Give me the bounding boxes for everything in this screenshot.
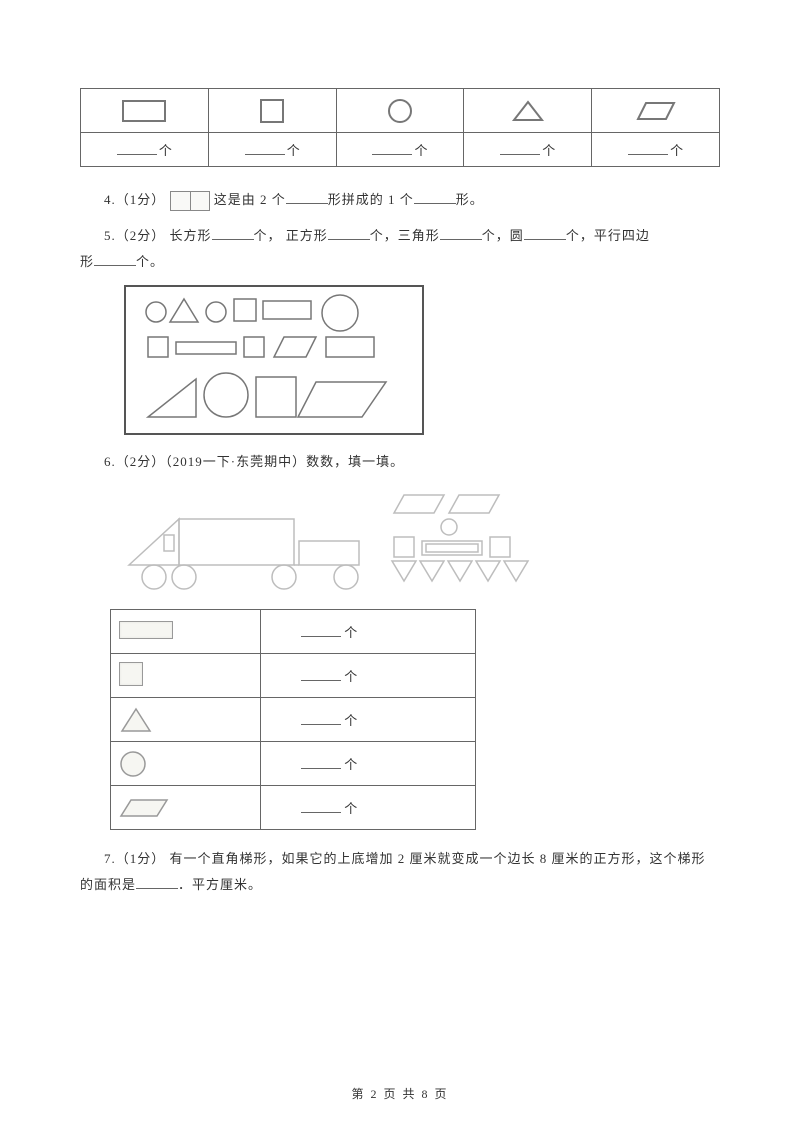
row-circle-count: 个 [261, 742, 476, 786]
count-circle: 个 [336, 133, 464, 167]
shapes-collection-figure [124, 285, 424, 435]
q4-c: 形。 [456, 192, 484, 207]
q5-f: 个。 [136, 254, 164, 269]
row-rect-shape [111, 610, 261, 654]
q5-b: 个，三角形 [370, 228, 440, 243]
parallelogram-icon [636, 100, 676, 122]
square-swatch-icon [119, 662, 143, 686]
question-5: 5.（2分） 长方形 个， 正方形 个，三角形 个，圆 个，平行四边 形 个。 [80, 223, 720, 275]
row-rect-count: 个 [261, 610, 476, 654]
page-number: 第 2 页 共 8 页 [351, 1087, 448, 1101]
row-triangle-shape [111, 698, 261, 742]
count-square: 个 [208, 133, 336, 167]
circle-icon [386, 97, 414, 125]
q5-prefix: 5.（2分） 长方形 [104, 228, 212, 243]
page-footer: 第 2 页 共 8 页 [0, 1085, 800, 1102]
question-6: 6.（2分）（2019一下·东莞期中）数数，填一填。 [104, 449, 720, 475]
cell-circle [336, 89, 464, 133]
triangle-swatch-icon [119, 706, 153, 734]
parallelogram-swatch-icon [119, 798, 169, 818]
row-square-shape [111, 654, 261, 698]
circle-swatch-icon [119, 750, 147, 778]
row-parallelogram-count: 个 [261, 786, 476, 830]
rectangle-icon [121, 99, 167, 123]
cell-parallelogram [592, 89, 720, 133]
count-rectangle: 个 [81, 133, 209, 167]
shapes-header-table: 个 个 个 个 个 [80, 88, 720, 167]
count-parallelogram: 个 [592, 133, 720, 167]
row-triangle-count: 个 [261, 698, 476, 742]
question-7: 7.（1分） 有一个直角梯形，如果它的上底增加 2 厘米就变成一个边长 8 厘米… [80, 846, 720, 898]
q4-prefix: 4.（1分） [104, 192, 165, 207]
q7-line2: 的面积是 [80, 872, 136, 898]
q4-b: 形拼成的 1 个 [328, 192, 414, 207]
q5-c: 个，圆 [482, 228, 524, 243]
square-icon [259, 98, 285, 124]
cell-triangle [464, 89, 592, 133]
count-triangle: 个 [464, 133, 592, 167]
q7-prefix: 7.（1分） 有一个直角梯形，如果它的上底增加 2 厘米就变成一个边长 8 厘米… [104, 851, 706, 866]
cell-rectangle [81, 89, 209, 133]
cell-square [208, 89, 336, 133]
question-4: 4.（1分） 这是由 2 个 形拼成的 1 个 形。 [104, 187, 720, 213]
q5-d: 个，平行四边 [566, 228, 650, 243]
rectangle-swatch-icon [119, 621, 173, 639]
row-parallelogram-shape [111, 786, 261, 830]
truck-figure [124, 485, 574, 595]
q4-a: 这是由 2 个 [214, 192, 286, 207]
row-square-count: 个 [261, 654, 476, 698]
shape-count-table: 个 个 个 个 个 [110, 609, 476, 830]
row-circle-shape [111, 742, 261, 786]
q7-suffix: ．平方厘米。 [178, 877, 262, 892]
q5-e: 形 [80, 249, 94, 275]
q6-prefix: 6.（2分）（2019一下·东莞期中）数数，填一填。 [104, 454, 404, 469]
two-square-icon [170, 191, 210, 211]
q5-a: 个， 正方形 [254, 228, 328, 243]
triangle-icon [511, 99, 545, 123]
